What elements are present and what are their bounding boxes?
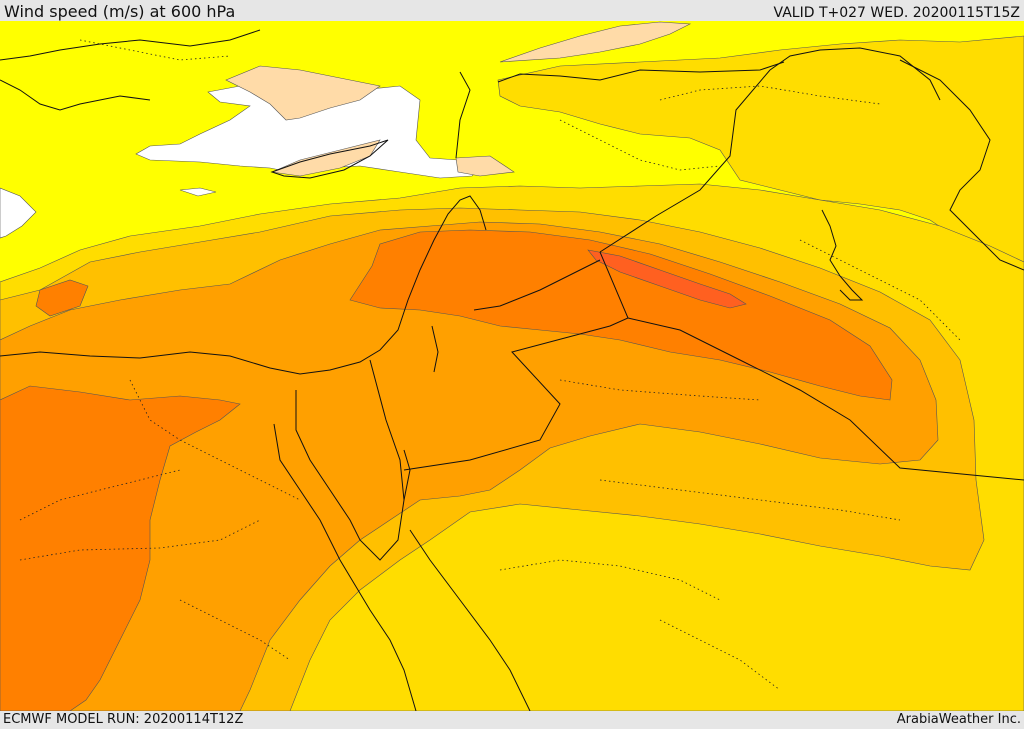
band-gold xyxy=(497,35,1024,281)
wind-speed-map[interactable] xyxy=(0,21,1024,711)
band-peach xyxy=(455,155,515,177)
band-orange-3 xyxy=(349,229,893,401)
map-title: Wind speed (m/s) at 600 hPa xyxy=(4,2,236,21)
band-peach xyxy=(499,21,692,63)
band-core xyxy=(587,249,747,309)
map-header: Wind speed (m/s) at 600 hPa VALID T+027 … xyxy=(0,0,1024,21)
admin-borders xyxy=(19,39,961,691)
band-calm xyxy=(179,187,217,197)
valid-time: VALID T+027 WED. 20200115T15Z xyxy=(773,5,1020,21)
band-peach xyxy=(225,65,381,121)
map-footer: ECMWF MODEL RUN: 20200114T12Z ArabiaWeat… xyxy=(0,711,1024,729)
band-orange-3 xyxy=(0,385,241,711)
band-orange-3 xyxy=(35,279,89,317)
model-run: ECMWF MODEL RUN: 20200114T12Z xyxy=(3,712,244,727)
band-calm xyxy=(0,187,37,239)
coastlines xyxy=(0,29,1024,711)
credit: ArabiaWeather Inc. xyxy=(896,712,1021,727)
